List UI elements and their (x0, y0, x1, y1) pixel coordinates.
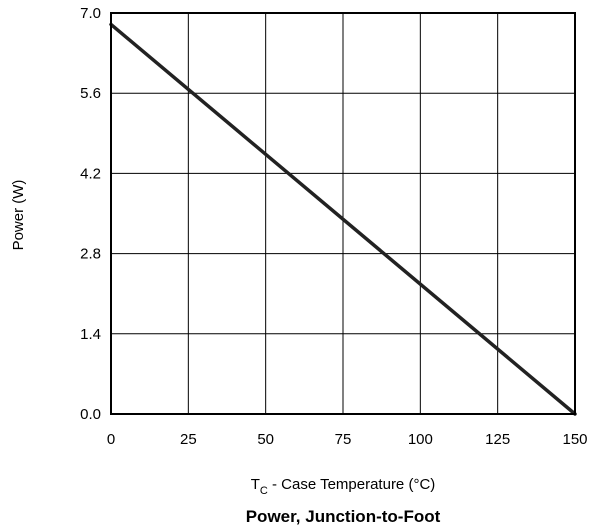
x-tick-label: 150 (562, 431, 587, 448)
y-axis-label: Power (W) (10, 180, 27, 251)
x-tick-label: 25 (180, 431, 197, 448)
x-tick-label: 125 (485, 431, 510, 448)
chart-title: Power, Junction-to-Foot (246, 507, 441, 526)
y-tick-labels: 0.0 1.4 2.8 4.2 5.6 7.0 (80, 5, 101, 423)
x-tick-label: 75 (335, 431, 352, 448)
y-tick-label: 4.2 (80, 165, 101, 182)
y-tick-label: 0.0 (80, 406, 101, 423)
y-tick-label: 1.4 (80, 326, 101, 343)
x-tick-label: 50 (257, 431, 274, 448)
x-axis-label-main: T (251, 476, 260, 493)
x-tick-labels: 0 25 50 75 100 125 150 (107, 431, 588, 448)
x-axis-label-subscript: C (260, 485, 268, 497)
x-axis-label: TC - Case Temperature (°C) (251, 476, 436, 497)
x-tick-label: 100 (408, 431, 433, 448)
plot-frame (110, 12, 576, 415)
y-tick-label: 5.6 (80, 85, 101, 102)
x-axis-label-rest: - Case Temperature (°C) (268, 476, 435, 493)
series-line-0 (109, 22, 577, 416)
y-tick-label: 2.8 (80, 246, 101, 263)
y-tick-label: 7.0 (80, 5, 101, 22)
x-tick-label: 0 (107, 431, 115, 448)
series-layer (109, 22, 577, 416)
